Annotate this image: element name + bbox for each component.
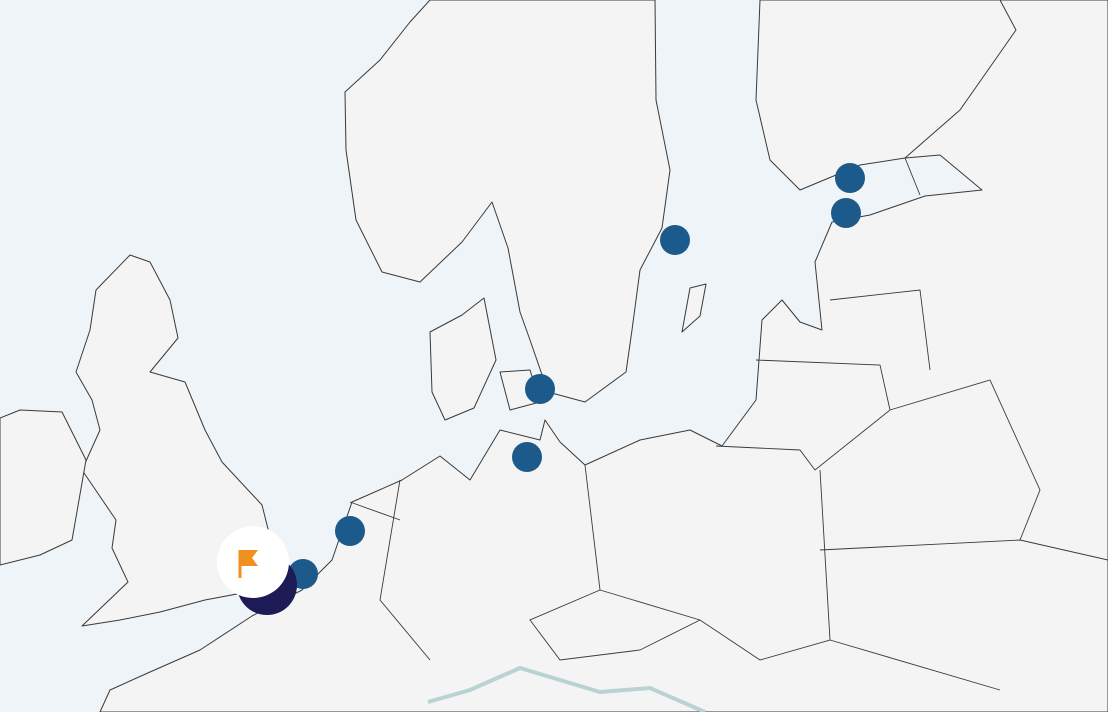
borders	[349, 157, 1108, 691]
river	[427, 665, 706, 712]
scandinavia	[344, 0, 671, 403]
great-britain	[75, 254, 273, 627]
port-marker[interactable]	[660, 225, 690, 255]
denmark	[429, 297, 497, 421]
port-marker[interactable]	[335, 516, 365, 546]
ireland	[0, 409, 87, 566]
port-marker[interactable]	[525, 374, 555, 404]
port-marker[interactable]	[512, 442, 542, 472]
port-marker[interactable]	[831, 198, 861, 228]
flag	[241, 550, 258, 566]
gotland	[681, 283, 707, 333]
port-marker[interactable]	[835, 163, 865, 193]
